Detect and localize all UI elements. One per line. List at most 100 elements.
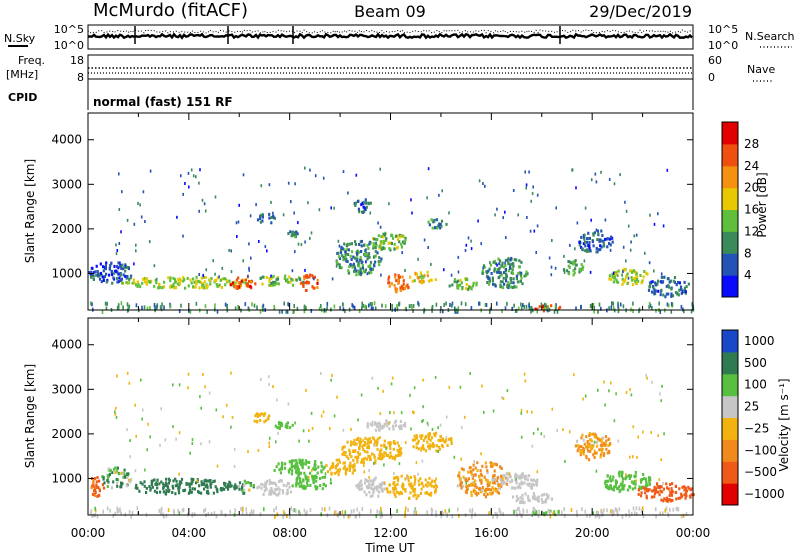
data-cell — [547, 508, 550, 513]
data-cell — [337, 473, 340, 477]
data-cell — [578, 445, 581, 449]
data-cell — [336, 262, 339, 266]
data-cell — [159, 305, 162, 310]
data-cell — [387, 241, 390, 245]
data-cell — [270, 221, 273, 225]
data-cell — [472, 489, 475, 493]
data-cell — [342, 428, 345, 432]
data-cell — [376, 251, 379, 255]
data-cell — [572, 269, 575, 273]
data-cell — [470, 239, 472, 243]
data-cell — [343, 242, 346, 246]
data-cell — [580, 263, 583, 267]
data-cell — [603, 244, 606, 248]
data-cell — [582, 446, 585, 450]
data-cell — [366, 257, 369, 261]
data-cell — [599, 443, 602, 447]
data-cell — [600, 306, 602, 311]
data-cell — [680, 514, 683, 519]
data-cell — [372, 487, 375, 491]
data-cell — [117, 478, 120, 482]
data-cell — [320, 414, 323, 418]
data-cell — [639, 494, 643, 498]
data-cell — [615, 280, 618, 284]
data-cell — [660, 272, 663, 276]
data-cell — [608, 177, 611, 181]
data-cell — [256, 415, 259, 418]
data-cell — [362, 439, 364, 443]
data-cell — [357, 270, 360, 274]
data-cell — [128, 510, 131, 514]
data-cell — [466, 484, 469, 488]
data-cell — [413, 279, 416, 283]
data-cell — [355, 273, 358, 277]
data-cell — [370, 306, 373, 311]
data-cell — [140, 378, 142, 382]
data-cell — [116, 265, 119, 269]
data-cell — [172, 284, 175, 288]
data-cell — [659, 511, 661, 516]
data-cell — [394, 424, 397, 428]
data-cell — [363, 449, 366, 453]
data-cell — [247, 481, 250, 484]
data-cell — [379, 423, 382, 426]
data-cell — [287, 302, 289, 307]
data-cell — [424, 436, 427, 440]
data-cell — [123, 468, 126, 472]
data-cell — [523, 274, 526, 278]
data-cell — [570, 261, 573, 265]
data-cell — [278, 468, 281, 472]
data-cell — [400, 411, 403, 415]
data-cell — [354, 455, 357, 459]
data-cell — [506, 389, 509, 393]
data-cell — [247, 306, 250, 311]
data-cell — [520, 276, 523, 280]
data-cell — [241, 485, 244, 489]
data-cell — [489, 461, 493, 465]
data-cell — [458, 477, 461, 481]
data-region — [273, 458, 326, 477]
data-cell — [385, 421, 388, 425]
data-cell — [435, 218, 438, 222]
data-cell — [494, 511, 497, 516]
data-cell — [579, 245, 583, 249]
data-cell — [511, 495, 515, 499]
data-cell — [660, 399, 663, 403]
data-cell — [477, 219, 479, 223]
data-cell — [262, 413, 266, 417]
data-cell — [274, 280, 277, 284]
data-cell — [189, 451, 191, 455]
data-cell — [411, 279, 414, 283]
data-cell — [245, 507, 248, 512]
data-cell — [493, 474, 496, 477]
data-cell — [373, 454, 376, 458]
data-cell — [344, 253, 347, 257]
data-cell — [467, 477, 471, 481]
data-cell — [162, 490, 165, 494]
data-cell — [122, 305, 124, 310]
data-cell — [360, 483, 363, 487]
data-cell — [342, 450, 345, 454]
data-cell — [328, 506, 331, 511]
data-cell — [373, 237, 376, 241]
data-cell — [300, 461, 303, 465]
data-cell — [347, 456, 350, 460]
data-cell — [311, 477, 314, 481]
data-cell — [374, 241, 378, 245]
data-cell — [501, 286, 505, 290]
data-cell — [319, 477, 322, 480]
data-cell — [118, 276, 121, 280]
data-cell — [333, 510, 336, 515]
data-cell — [273, 283, 277, 287]
data-cell — [102, 509, 104, 514]
data-cell — [576, 439, 579, 443]
data-cell — [586, 446, 589, 450]
data-cell — [578, 240, 581, 244]
data-cell — [614, 507, 617, 512]
data-cell — [486, 281, 489, 284]
data-cell — [636, 278, 639, 281]
data-cell — [428, 483, 431, 487]
data-cell — [297, 470, 300, 474]
data-cell — [450, 440, 453, 444]
data-cell — [577, 444, 580, 448]
